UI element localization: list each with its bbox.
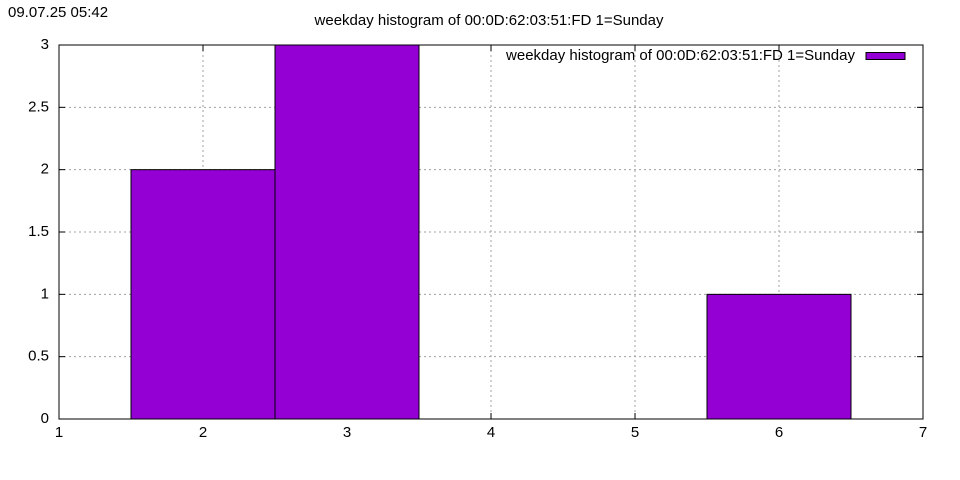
timestamp: 09.07.25 05:42 xyxy=(8,4,108,21)
bar xyxy=(706,293,852,420)
bar xyxy=(274,44,420,420)
plot-border xyxy=(58,44,924,420)
chart-title: weekday histogram of 00:0D:62:03:51:FD 1… xyxy=(314,12,664,29)
x-tick-label: 5 xyxy=(631,424,639,441)
y-tick-label: 1 xyxy=(41,285,49,302)
x-tick-label: 7 xyxy=(919,424,927,441)
y-tick-label: 0.5 xyxy=(28,348,49,365)
y-tick-label: 1.5 xyxy=(28,223,49,240)
y-tick-label: 2 xyxy=(41,161,49,178)
legend-swatch xyxy=(865,52,906,60)
legend-label: weekday histogram of 00:0D:62:03:51:FD 1… xyxy=(505,47,855,64)
x-tick-label: 4 xyxy=(487,424,495,441)
x-tick-label: 2 xyxy=(199,424,207,441)
x-tick-label: 6 xyxy=(775,424,783,441)
y-tick-label: 0 xyxy=(41,410,49,427)
x-tick-label: 3 xyxy=(343,424,351,441)
bar xyxy=(130,169,276,420)
y-tick-label: 3 xyxy=(41,36,49,53)
x-tick-label: 1 xyxy=(55,424,63,441)
y-tick-label: 2.5 xyxy=(28,98,49,115)
